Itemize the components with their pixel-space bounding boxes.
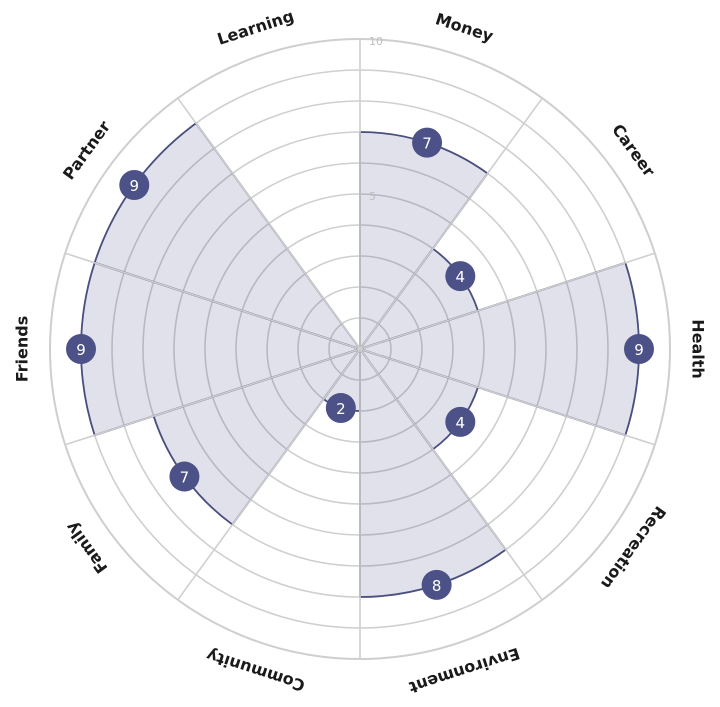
value-badge-partner: 9: [119, 170, 150, 201]
value-badge-circle: [169, 461, 200, 492]
value-badge-career: 4: [445, 261, 476, 292]
value-badge-text: 8: [432, 577, 442, 595]
scale-label-10: 10: [369, 35, 383, 48]
value-badge-text: 7: [422, 135, 432, 153]
value-badge-circle: [66, 334, 96, 364]
value-badge-circle: [119, 170, 150, 201]
value-badge-text: 7: [180, 469, 190, 487]
category-label-career: Career: [608, 120, 659, 180]
value-badge-recreation: 4: [445, 406, 476, 437]
grid-spoke: [359, 348, 656, 446]
value-badge-circle: [421, 569, 452, 600]
value-badge-text: 2: [336, 400, 346, 418]
value-badge-community: 2: [325, 392, 356, 423]
value-badge-environment: 8: [421, 569, 452, 600]
category-label-community: Community: [203, 645, 307, 695]
category-label-recreation: Recreation: [597, 503, 670, 593]
category-label-money: Money: [433, 9, 496, 46]
category-label-partner: Partner: [59, 117, 114, 183]
value-badge-friends: 9: [66, 334, 96, 364]
grid-spoke: [64, 252, 361, 350]
value-badge-text: 4: [456, 268, 466, 286]
chart-scale: 5 10: [369, 35, 383, 203]
grid-spoke: [359, 348, 543, 601]
value-badge-family: 7: [169, 461, 200, 492]
category-label-learning: Learning: [215, 6, 296, 49]
chart-spokes: [64, 39, 656, 659]
value-badge-circle: [624, 334, 654, 364]
value-badge-circle: [325, 392, 356, 423]
value-badge-money: 7: [412, 127, 443, 158]
value-badge-circle: [412, 127, 443, 158]
grid-spoke: [64, 348, 361, 446]
value-badge-text: 4: [456, 414, 466, 432]
category-label-health: Health: [689, 319, 708, 379]
category-label-friends: Friends: [13, 316, 32, 383]
category-label-family: Family: [61, 518, 111, 577]
value-badge-text: 9: [634, 341, 644, 359]
grid-spoke: [359, 97, 543, 350]
scale-label-5: 5: [369, 190, 376, 203]
value-badge-health: 9: [624, 334, 654, 364]
chart-value-badges: 7 4 9 4 8 2 7 9 9: [66, 127, 654, 600]
value-badge-circle: [445, 406, 476, 437]
value-badge-text: 9: [76, 341, 86, 359]
grid-spoke: [177, 348, 361, 601]
value-badge-circle: [445, 261, 476, 292]
grid-spoke: [177, 97, 361, 350]
value-badge-text: 9: [130, 177, 140, 195]
grid-spoke: [359, 252, 656, 350]
